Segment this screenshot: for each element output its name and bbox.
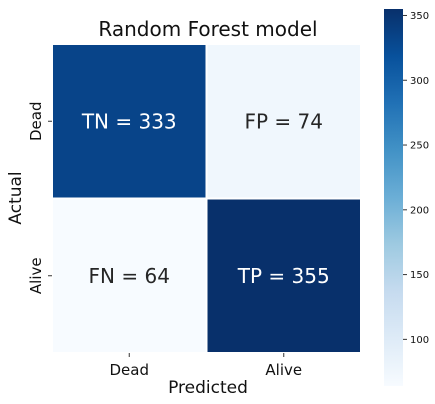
colorbar-ticks: 100 150 200 250 300 350: [403, 11, 429, 346]
cell-label: TP = 355: [237, 264, 330, 288]
heatmap-cell: [205, 43, 362, 200]
colorbar: [384, 9, 403, 386]
y-axis-label: Actual: [6, 171, 26, 224]
x-tick-labels: Dead Alive: [110, 353, 302, 379]
x-tick-label: Dead: [110, 361, 150, 379]
x-tick-label: Alive: [265, 361, 302, 379]
colorbar-tick-label: 350: [410, 11, 429, 22]
colorbar-tick-label: 300: [410, 76, 429, 87]
cell-label: TN = 333: [81, 109, 177, 133]
heatmap-cell: [205, 197, 362, 354]
y-tick-label: Dead: [27, 102, 45, 142]
heatmap-cell: [51, 43, 208, 200]
colorbar-tick-label: 200: [410, 205, 429, 216]
cell-label: FP = 74: [245, 109, 324, 133]
colorbar-tick-label: 250: [410, 141, 429, 152]
heatmap-cells: TN = 333 FP = 74 FN = 64 TP = 355: [51, 43, 362, 354]
cell-label: FN = 64: [89, 264, 170, 288]
x-axis-label: Predicted: [168, 378, 248, 398]
y-tick-label: Alive: [27, 257, 45, 294]
heatmap-cell: [51, 197, 208, 354]
chart-title: Random Forest model: [98, 17, 317, 41]
colorbar-tick-label: 100: [410, 335, 429, 346]
y-tick-labels: Dead Alive: [27, 102, 52, 294]
colorbar-tick-label: 150: [410, 270, 429, 281]
